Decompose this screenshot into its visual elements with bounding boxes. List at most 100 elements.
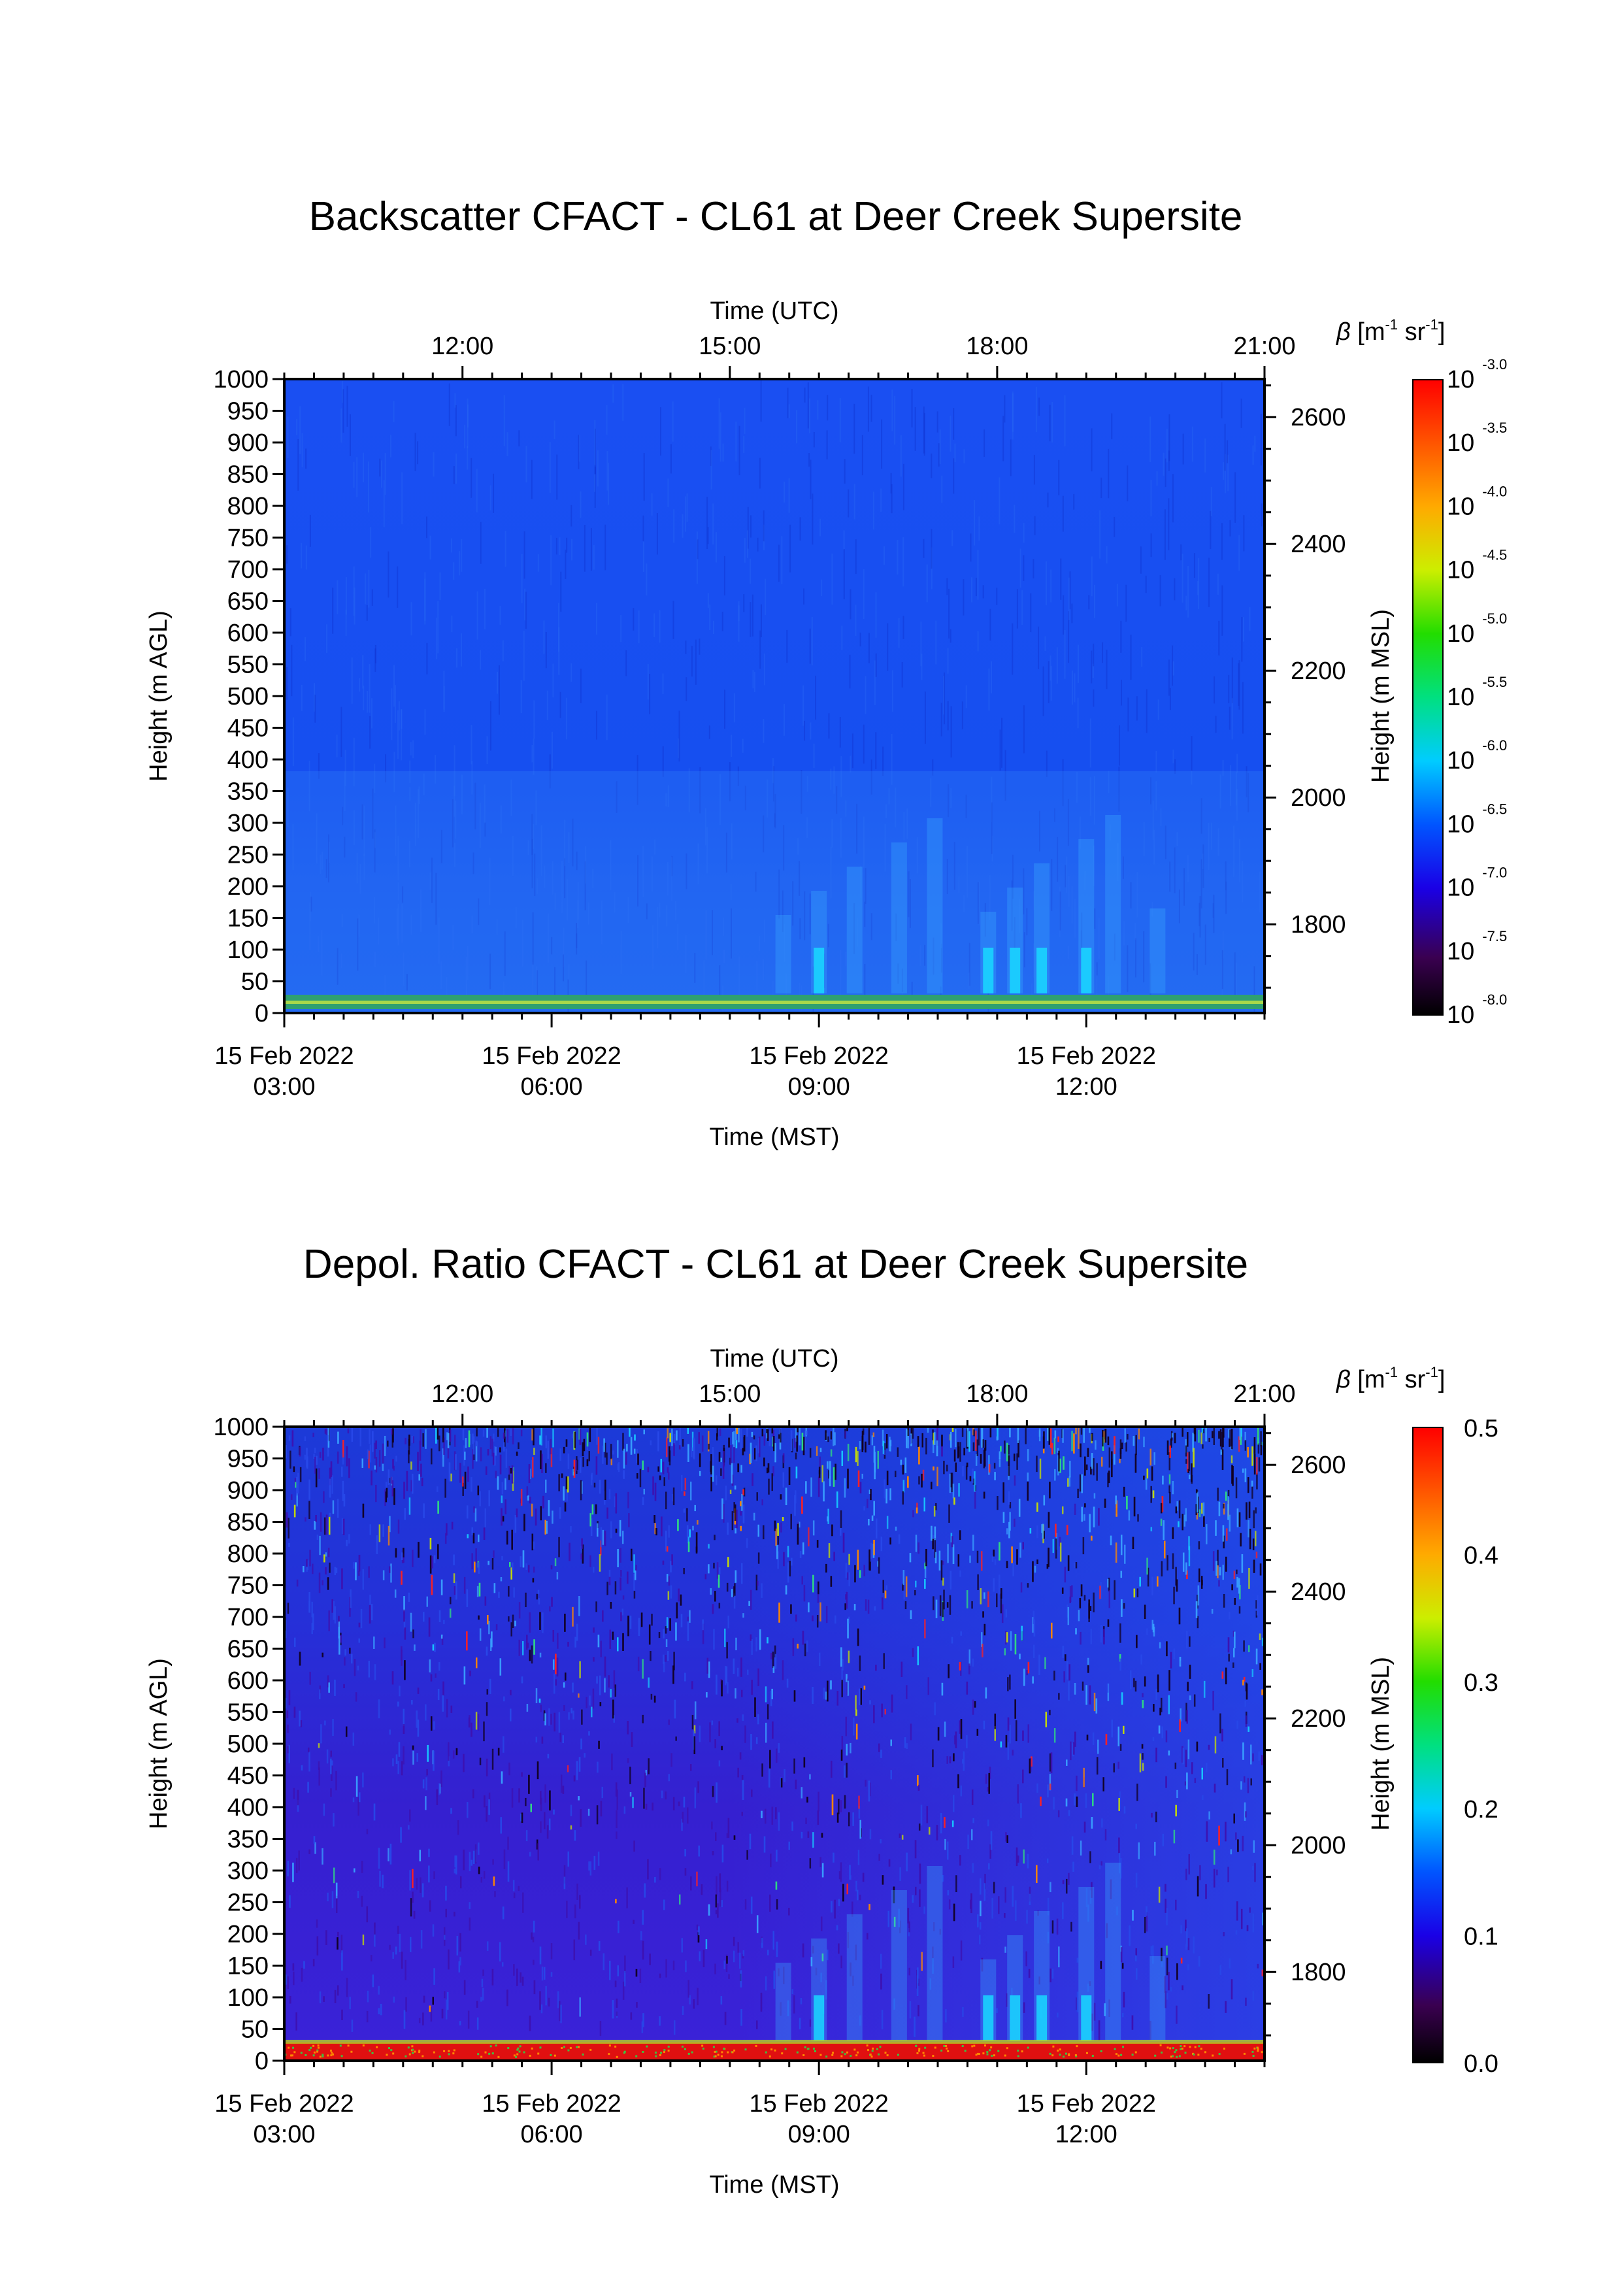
texture-speck bbox=[1151, 1813, 1153, 1818]
texture-speck bbox=[1004, 1946, 1006, 1952]
texture-speck bbox=[829, 1543, 831, 1558]
texture-speck bbox=[540, 1822, 542, 1833]
texture-speck bbox=[526, 1830, 528, 1841]
texture-speck bbox=[1261, 1755, 1263, 1765]
texture-speck bbox=[689, 1610, 691, 1623]
texture-speck bbox=[1126, 1496, 1128, 1510]
texture-streak bbox=[552, 663, 554, 697]
texture-streak bbox=[738, 605, 740, 621]
texture-speck bbox=[1078, 1428, 1080, 1449]
texture-speck bbox=[810, 2020, 812, 2027]
texture-speck bbox=[1087, 1665, 1089, 1673]
texture-speck bbox=[996, 1593, 998, 1607]
texture-speck bbox=[541, 2005, 543, 2013]
texture-speck bbox=[1004, 1648, 1006, 1655]
texture-speck bbox=[379, 1450, 381, 1467]
texture-speck bbox=[503, 1906, 504, 1919]
texture-speck bbox=[559, 2001, 561, 2021]
texture-speck bbox=[409, 1870, 411, 1890]
texture-streak bbox=[989, 609, 991, 641]
texture-streak bbox=[1117, 584, 1118, 606]
texture-streak bbox=[810, 722, 811, 739]
texture-speck bbox=[670, 1753, 672, 1767]
texture-streak bbox=[686, 493, 687, 522]
texture-speck bbox=[756, 1492, 758, 1501]
texture-speck bbox=[733, 1951, 735, 1963]
texture-speck bbox=[499, 1448, 501, 1453]
texture-speck bbox=[606, 1508, 608, 1519]
texture-speck bbox=[728, 1438, 730, 1448]
texture-streak bbox=[1228, 675, 1229, 703]
texture-speck bbox=[307, 1782, 309, 1792]
texture-speck bbox=[739, 1953, 741, 1969]
texture-speck bbox=[358, 1571, 360, 1576]
texture-speck bbox=[1033, 1645, 1035, 1659]
texture-speck bbox=[325, 1930, 327, 1945]
texture-streak bbox=[876, 654, 877, 677]
texture-speck bbox=[675, 1737, 677, 1741]
texture-speck bbox=[1108, 1620, 1110, 1627]
texture-speck bbox=[910, 1435, 912, 1444]
texture-speck bbox=[559, 1507, 561, 1519]
texture-streak bbox=[657, 513, 658, 554]
y-tick-label: 150 bbox=[227, 905, 269, 933]
texture-streak bbox=[739, 426, 740, 475]
texture-speck bbox=[1198, 1541, 1200, 1549]
texture-speck bbox=[1176, 1790, 1178, 1798]
texture-speck bbox=[938, 1727, 940, 1741]
texture-speck bbox=[465, 1472, 467, 1489]
texture-speck bbox=[1093, 1733, 1095, 1745]
texture-speck bbox=[1205, 1427, 1207, 1441]
texture-speck bbox=[609, 1489, 611, 1500]
y-right-tick-label: 2200 bbox=[1291, 657, 1346, 685]
texture-speck bbox=[674, 1434, 676, 1445]
texture-speck bbox=[1197, 1491, 1198, 1512]
texture-speck bbox=[642, 1497, 644, 1506]
texture-speck bbox=[1050, 1882, 1051, 1892]
texture-streak bbox=[484, 589, 486, 629]
texture-speck bbox=[844, 1795, 846, 1809]
texture-speck bbox=[737, 1942, 739, 1952]
texture-speck bbox=[680, 1595, 682, 1606]
texture-speck bbox=[822, 1863, 824, 1878]
texture-speck bbox=[1119, 1623, 1121, 1643]
texture-speck bbox=[1021, 1582, 1023, 1592]
texture-speck bbox=[646, 1804, 648, 1810]
texture-streak bbox=[649, 674, 650, 714]
texture-streak bbox=[953, 408, 954, 440]
x-tick-date-label: 15 Feb 2022 bbox=[1017, 1042, 1156, 1070]
texture-speck bbox=[724, 1629, 726, 1647]
texture-speck bbox=[953, 1904, 955, 1922]
y-tick-label: 50 bbox=[241, 969, 269, 996]
texture-speck bbox=[568, 1454, 570, 1469]
texture-speck bbox=[550, 1439, 552, 1454]
texture-speck bbox=[1111, 1720, 1113, 1737]
texture-speck bbox=[1212, 1691, 1214, 1710]
texture-speck bbox=[486, 1702, 488, 1716]
texture-streak bbox=[686, 677, 687, 701]
texture-speck bbox=[343, 1684, 345, 1688]
texture-speck bbox=[797, 1524, 799, 1545]
texture-speck bbox=[776, 1882, 778, 1890]
texture-speck bbox=[881, 1704, 883, 1718]
texture-speck bbox=[991, 1898, 993, 1919]
texture-speck bbox=[1236, 1721, 1238, 1729]
texture-speck bbox=[355, 1692, 357, 1701]
texture-speck bbox=[959, 1530, 961, 1540]
texture-speck bbox=[631, 1549, 633, 1561]
x-axis-bottom-label: Time (MST) bbox=[709, 2171, 839, 2199]
texture-speck bbox=[669, 1618, 671, 1631]
texture-streak bbox=[477, 591, 478, 640]
texture-speck bbox=[1214, 1784, 1216, 1792]
texture-speck bbox=[378, 1848, 380, 1869]
texture-speck bbox=[574, 1637, 576, 1648]
texture-speck bbox=[834, 1432, 836, 1445]
texture-speck bbox=[488, 1799, 490, 1815]
texture-streak bbox=[713, 621, 714, 634]
texture-speck bbox=[354, 1869, 355, 1872]
texture-speck bbox=[374, 1804, 376, 1821]
texture-speck bbox=[628, 1513, 630, 1527]
texture-speck bbox=[1174, 1648, 1176, 1659]
texture-streak bbox=[480, 522, 482, 564]
texture-speck bbox=[348, 1534, 350, 1543]
